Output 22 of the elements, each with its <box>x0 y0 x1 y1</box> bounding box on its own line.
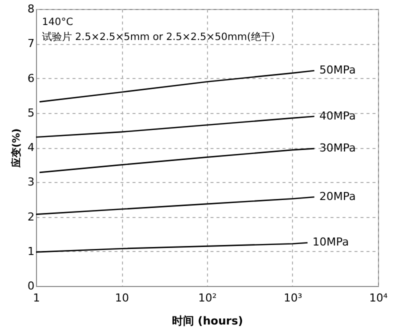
y-tick-label: 0 <box>28 280 34 292</box>
annotation: 试验片 2.5×2.5×5mm or 2.5×2.5×50mm(绝干) <box>42 31 275 43</box>
series-label: 30MPa <box>319 142 356 155</box>
series-label: 10MPa <box>312 236 349 249</box>
y-axis-title: 应变(%) <box>10 128 22 169</box>
y-tick-label: 3 <box>28 176 34 189</box>
x-tick-label: 10⁴ <box>369 292 388 304</box>
y-tick-label: 6 <box>28 72 34 85</box>
y-tick-label: 7 <box>28 37 34 50</box>
y-tick-label: 2 <box>28 210 34 224</box>
y-tick-label: 8 <box>28 2 34 16</box>
series-label: 40MPa <box>319 109 356 122</box>
x-axis-title: 时间 (hours) <box>172 314 244 328</box>
x-tick-label: 10 <box>115 292 129 304</box>
y-tick-label: 5 <box>28 106 34 120</box>
y-tick-label: 4 <box>28 141 34 154</box>
annotation: 140°C <box>42 17 74 28</box>
series-label: 20MPa <box>319 190 356 204</box>
x-tick-label: 10² <box>198 292 217 304</box>
y-tick-label: 1 <box>28 244 34 258</box>
series-label: 50MPa <box>319 64 356 77</box>
x-tick-label: 10³ <box>284 292 302 304</box>
